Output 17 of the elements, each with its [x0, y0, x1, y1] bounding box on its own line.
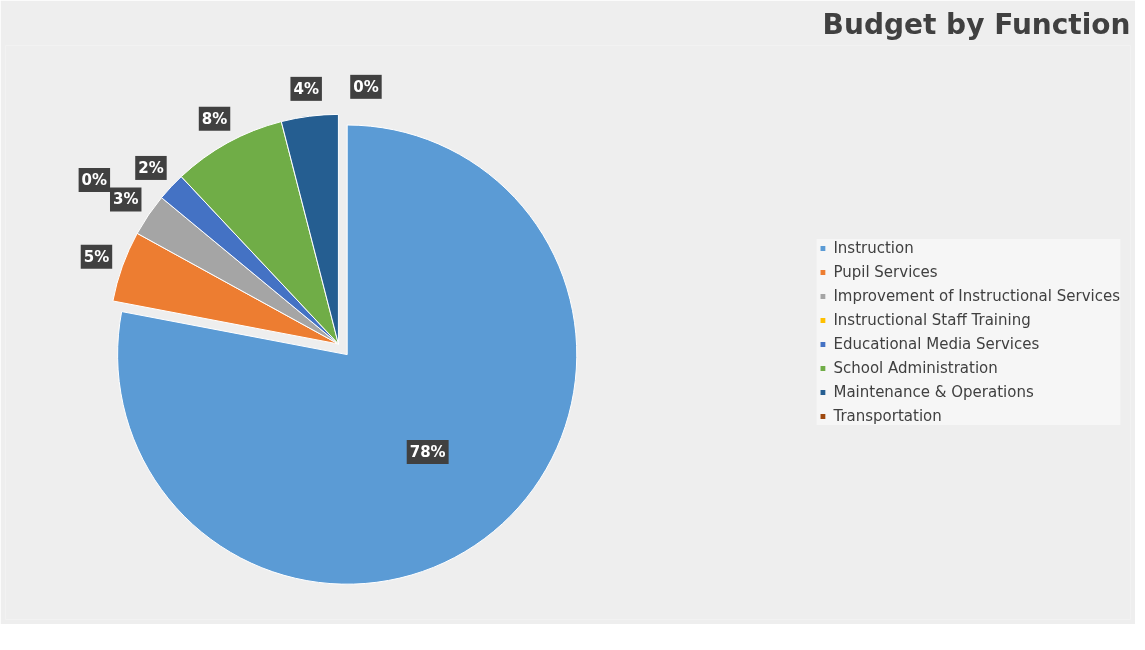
legend-label: Educational Media Services — [833, 335, 1040, 353]
data-label: 5% — [83, 247, 110, 266]
data-label: 78% — [409, 442, 446, 461]
legend-label: Maintenance & Operations — [833, 383, 1034, 401]
legend-label: Transportation — [833, 407, 942, 425]
data-label: 8% — [201, 109, 228, 128]
legend-label: School Administration — [833, 359, 998, 377]
legend-label: Pupil Services — [833, 263, 938, 281]
data-label: 3% — [113, 190, 139, 209]
text: 0% — [81, 171, 108, 190]
legend-label: Improvement of Instructional Services — [833, 287, 1120, 305]
data-label: 4% — [293, 79, 319, 98]
chart-title: Budget by Function — [822, 7, 1131, 41]
text: 0% — [353, 77, 379, 96]
data-label: 2% — [138, 158, 164, 177]
legend-label: Instruction — [833, 239, 914, 257]
legend-label: Instructional Staff Training — [833, 311, 1031, 329]
